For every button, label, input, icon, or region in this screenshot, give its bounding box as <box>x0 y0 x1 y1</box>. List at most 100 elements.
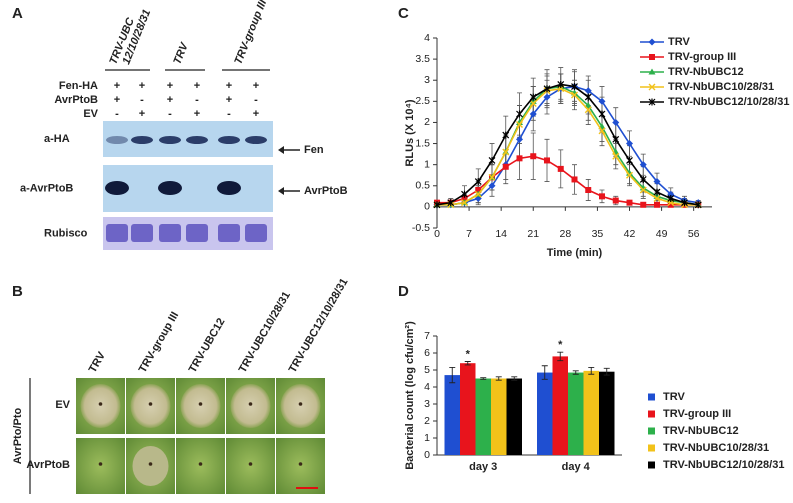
marker <box>488 173 496 181</box>
sign: + <box>114 80 120 92</box>
band <box>159 224 181 242</box>
bar <box>537 372 553 455</box>
marker <box>447 199 455 207</box>
marker <box>612 118 620 126</box>
band <box>245 224 267 242</box>
legend-label: TRV <box>668 36 690 48</box>
marker <box>571 91 578 99</box>
band <box>186 136 208 144</box>
leaf-spot <box>180 384 221 428</box>
marker <box>626 171 633 179</box>
legend-marker <box>648 38 656 46</box>
marker <box>557 80 565 88</box>
legend-swatch <box>648 410 655 418</box>
marker <box>516 155 523 162</box>
marker <box>667 201 674 208</box>
marker <box>653 194 661 202</box>
marker <box>654 201 660 208</box>
y-axis-title: Bacterial count (log cfu/cm²) <box>404 321 416 470</box>
x-tick-label: 35 <box>592 228 604 240</box>
band <box>159 136 181 144</box>
puncture <box>198 462 203 466</box>
marker <box>529 99 537 107</box>
legend-marker <box>649 54 655 60</box>
column-label: TRV-UBC10/28/31 <box>237 290 293 375</box>
leaf <box>76 438 125 494</box>
marker <box>433 201 441 209</box>
marker <box>584 87 592 95</box>
sign: + <box>167 80 173 92</box>
column-label: TRV-UBC12 <box>187 316 228 375</box>
sign: - <box>195 94 199 106</box>
band <box>106 224 128 242</box>
band <box>245 136 267 144</box>
legend-label: TRV-NbUBC12 <box>663 425 739 437</box>
bar <box>568 372 584 455</box>
blot-label: a-AvrPtoB <box>20 182 73 194</box>
band <box>106 136 128 144</box>
marker <box>681 199 688 207</box>
legend-swatch <box>648 444 655 452</box>
marker <box>474 178 482 186</box>
marker <box>626 140 633 148</box>
panel-letter: C <box>398 5 409 22</box>
row-label: Fen-HA <box>59 80 98 92</box>
marker <box>543 93 551 101</box>
band <box>158 181 182 195</box>
puncture <box>298 402 303 406</box>
bar <box>475 378 491 455</box>
annotation: * <box>466 348 471 360</box>
puncture <box>148 402 153 406</box>
sign: + <box>194 108 200 120</box>
group-label: TRV-group III <box>232 0 269 66</box>
sign: + <box>139 80 145 92</box>
marker <box>461 199 468 207</box>
legend-marker <box>648 98 656 106</box>
legend-label: TRV-group III <box>668 51 736 63</box>
error-bar <box>449 367 456 384</box>
blot-label: a-HA <box>44 133 70 145</box>
band <box>218 224 240 242</box>
marker <box>667 194 675 202</box>
band <box>105 181 129 195</box>
leaf-spot <box>132 446 169 486</box>
marker <box>461 190 468 198</box>
marker <box>475 187 482 193</box>
x-tick-label: 28 <box>559 228 571 240</box>
legend-label: TRV <box>663 391 685 403</box>
marker <box>516 121 523 129</box>
bar <box>444 375 460 455</box>
marker <box>653 178 661 186</box>
sign: - <box>254 94 258 106</box>
bar <box>552 356 568 455</box>
legend-label: TRV-group III <box>663 408 731 420</box>
marker <box>502 163 509 170</box>
y-tick-label: 2 <box>424 116 430 128</box>
leaf <box>226 438 275 494</box>
legend-label: TRV-NbUBC12 <box>668 66 744 78</box>
bar <box>506 378 522 455</box>
marker <box>488 156 496 164</box>
y-tick-label: 0.5 <box>415 180 430 192</box>
puncture <box>248 402 253 406</box>
x-tick-label: day 4 <box>562 461 591 473</box>
y-tick-label: 2.5 <box>415 95 430 107</box>
puncture <box>198 402 203 406</box>
y-tick-label: 5 <box>424 364 430 376</box>
marker <box>516 135 523 143</box>
y-tick-label: 1 <box>424 432 430 444</box>
x-tick-label: 21 <box>527 228 539 240</box>
puncture <box>98 402 103 406</box>
x-tick-label: 56 <box>688 228 700 240</box>
marker <box>653 188 661 196</box>
bar <box>583 370 599 455</box>
marker <box>571 176 578 183</box>
marker <box>544 157 550 164</box>
x-tick-label: 14 <box>495 228 507 240</box>
leaf <box>176 438 225 494</box>
band <box>131 224 153 242</box>
marker <box>585 187 592 193</box>
marker <box>626 156 633 164</box>
row-label: EV <box>83 108 98 120</box>
